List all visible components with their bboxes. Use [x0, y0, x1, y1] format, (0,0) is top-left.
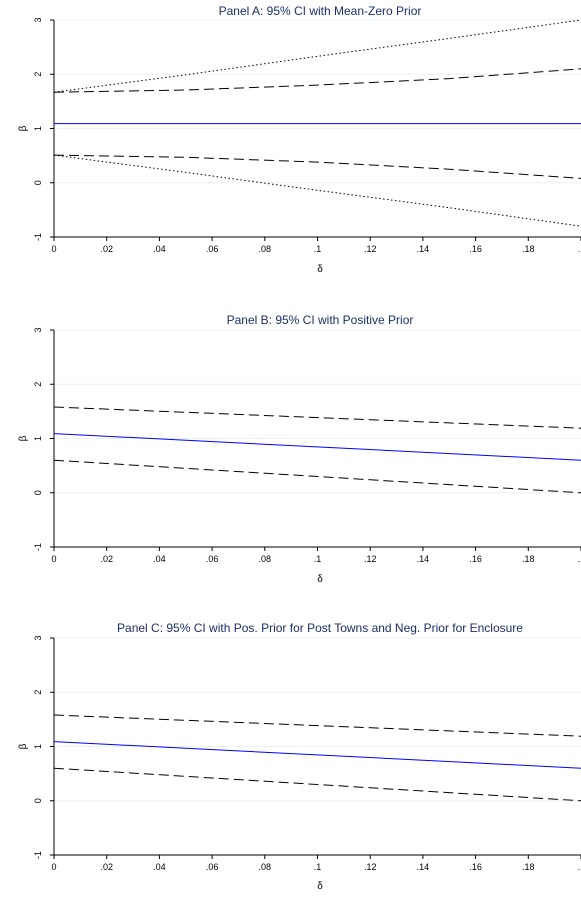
x-tick-label: .14: [417, 862, 430, 872]
x-tick-label: .04: [153, 554, 166, 564]
y-tick-label: 2: [33, 72, 43, 77]
x-tick-label: .16: [469, 554, 482, 564]
x-tick-label: .14: [417, 554, 430, 564]
x-tick-label: .06: [206, 862, 219, 872]
x-tick-label: .02: [100, 554, 113, 564]
y-tick-label: 3: [33, 17, 43, 22]
y-tick-label: 0: [33, 490, 43, 495]
y-tick-label: 1: [33, 744, 43, 749]
y-tick-label: -1: [33, 543, 43, 551]
chart-panel-2: Panel B: 95% CI with Positive Prior -1 0 1 2…: [18, 313, 581, 585]
y-axis-label: β: [18, 125, 29, 131]
x-tick-label: .02: [100, 244, 113, 254]
series-line-dashed-3: [53, 154, 581, 179]
x-tick-label: .1: [314, 862, 322, 872]
x-tick-label: .: [578, 244, 581, 254]
series-line-solid-1: [53, 433, 581, 461]
y-tick-label: 0: [33, 180, 43, 185]
y-tick-label: 3: [33, 327, 43, 332]
x-tick-label: .08: [259, 554, 272, 564]
series-line-dotted-4: [53, 19, 581, 93]
x-tick-label: .: [578, 554, 581, 564]
x-axis-label: δ: [317, 881, 323, 892]
panel-title: Panel A: 95% CI with Mean-Zero Prior: [219, 4, 422, 18]
x-tick-label: 0: [51, 244, 56, 254]
y-tick-label: -1: [33, 233, 43, 241]
x-tick-label: .02: [100, 862, 113, 872]
y-tick-label: -1: [33, 851, 43, 859]
x-tick-label: .08: [259, 244, 272, 254]
panel-title: Panel C: 95% CI with Pos. Prior for Post…: [117, 621, 523, 635]
series-line-dashed-2: [53, 406, 581, 429]
x-tick-label: .06: [206, 244, 219, 254]
series-line-dashed-3: [53, 459, 581, 494]
x-tick-label: .06: [206, 554, 219, 564]
x-axis-label: δ: [317, 264, 323, 275]
x-tick-label: 0: [51, 554, 56, 564]
x-tick-label: .18: [522, 554, 535, 564]
y-tick-label: 1: [33, 126, 43, 131]
y-tick-label: 1: [33, 436, 43, 441]
y-tick-label: 0: [33, 798, 43, 803]
y-axis-label: β: [18, 435, 29, 441]
x-tick-label: .1: [314, 244, 322, 254]
x-tick-label: .14: [417, 244, 430, 254]
y-axis-label: β: [18, 743, 29, 749]
x-tick-label: .12: [364, 244, 377, 254]
x-tick-label: .: [578, 862, 581, 872]
series-line-solid-1: [53, 741, 581, 769]
series-line-dotted-5: [53, 154, 581, 227]
x-tick-label: .12: [364, 862, 377, 872]
x-tick-label: .18: [522, 244, 535, 254]
y-tick-label: 2: [33, 382, 43, 387]
x-tick-label: .16: [469, 244, 482, 254]
y-tick-label: 3: [33, 635, 43, 640]
series-line-dashed-2: [53, 714, 581, 737]
x-tick-label: .16: [469, 862, 482, 872]
panel-title: Panel B: 95% CI with Positive Prior: [227, 313, 414, 327]
x-tick-label: .08: [259, 862, 272, 872]
x-tick-label: 0: [51, 862, 56, 872]
x-tick-label: .04: [153, 244, 166, 254]
chart-panel-3: Panel C: 95% CI with Pos. Prior for Post…: [18, 621, 581, 892]
x-tick-label: .18: [522, 862, 535, 872]
x-tick-label: .12: [364, 554, 377, 564]
x-axis-label: δ: [317, 574, 323, 585]
series-line-dashed-2: [53, 68, 581, 93]
x-tick-label: .04: [153, 862, 166, 872]
y-tick-label: 2: [33, 690, 43, 695]
chart-panel-1: Panel A: 95% CI with Mean-Zero Prior -1 0 1…: [18, 4, 581, 275]
series-line-dashed-3: [53, 767, 581, 802]
x-tick-label: .1: [314, 554, 322, 564]
